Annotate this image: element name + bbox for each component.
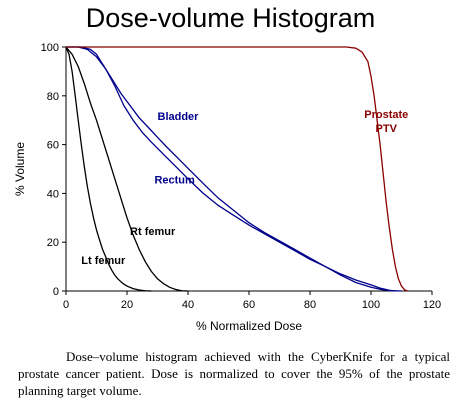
x-axis-title: % Normalized Dose <box>196 319 302 333</box>
series-line-prostate-ptv <box>66 46 408 292</box>
x-tick-label: 20 <box>121 299 133 311</box>
chart-title: Dose-volume Histogram <box>85 3 376 33</box>
x-tick-label: 80 <box>304 299 316 311</box>
dvh-chart: 0 20 40 60 80 100 120 0 20 40 60 80 100 Bladder Rectu… <box>13 42 442 333</box>
y-tick-label: 40 <box>47 188 59 200</box>
series-label-prostate-ptv: Prostate PTV <box>364 109 408 135</box>
y-tick-label: 100 <box>41 42 59 54</box>
series-label-line: PTV <box>376 123 398 135</box>
y-tick-label: 0 <box>53 286 59 298</box>
series-label-bladder: Bladder <box>158 111 200 123</box>
y-tick-label: 60 <box>47 140 59 152</box>
series-label-layer: Bladder Rectum Rt femur Lt femur Prostate PTV <box>81 109 408 267</box>
series-layer <box>65 46 408 292</box>
series-label-rt-femur: Rt femur <box>130 226 176 238</box>
y-tick-label: 80 <box>47 91 59 103</box>
series-label-lt-femur: Lt femur <box>81 255 126 267</box>
axes: 0 20 40 60 80 100 120 0 20 40 60 80 100 <box>41 42 442 311</box>
x-tick-label: 100 <box>362 299 380 311</box>
series-line-rt-femur <box>65 46 189 292</box>
y-axis-title: % Volume <box>13 142 27 196</box>
x-tick-label: 40 <box>182 299 194 311</box>
x-tick-label: 0 <box>63 299 69 311</box>
x-tick-label: 120 <box>423 299 441 311</box>
series-label-line: Prostate <box>364 109 408 121</box>
series-line-rectum <box>66 46 402 292</box>
series-label-rectum: Rectum <box>154 175 195 187</box>
y-tick-label: 20 <box>47 237 59 249</box>
x-tick-label: 60 <box>243 299 255 311</box>
figure-caption: Dose–volume histogram achieved with the … <box>18 349 450 398</box>
series-line-lt-femur <box>65 46 152 292</box>
